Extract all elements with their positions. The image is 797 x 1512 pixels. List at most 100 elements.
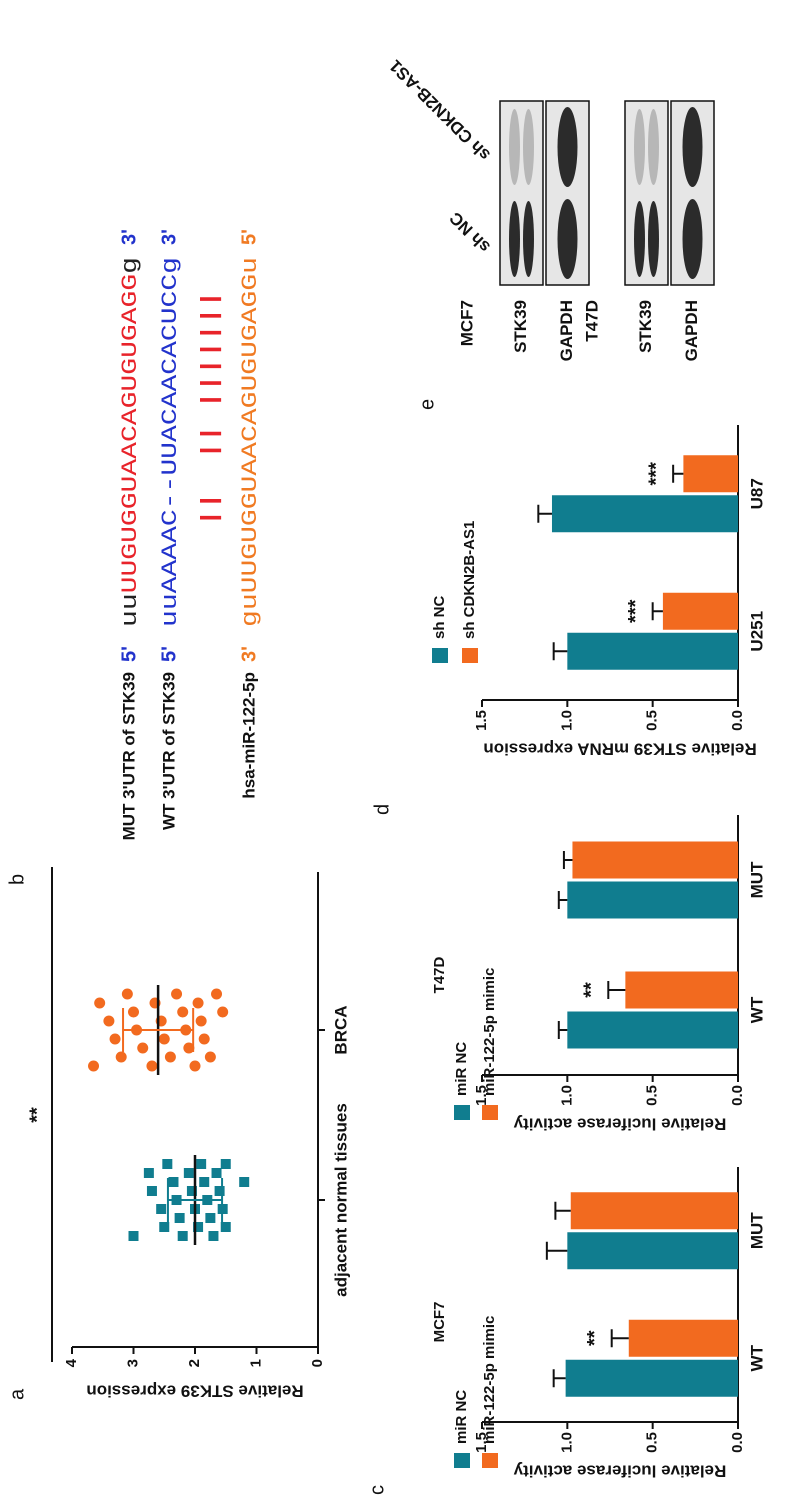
data-point: [121, 988, 133, 1000]
error-bar: [672, 464, 684, 483]
bar: [570, 1192, 738, 1230]
y-tick-label: 1.5: [473, 1085, 490, 1106]
bar: [572, 841, 738, 879]
data-point: [162, 1159, 173, 1169]
error-bar: [610, 1329, 629, 1348]
legend-swatch: [454, 1105, 470, 1120]
blot-band: [557, 199, 578, 279]
data-point: [205, 1213, 216, 1223]
legend-label: sh CDKN2B-AS1: [461, 521, 478, 639]
y-tick-label: 3: [124, 1359, 141, 1367]
y-tick-label: 0.0: [729, 710, 746, 731]
blot-band: [648, 201, 659, 277]
legend-swatch: [482, 1105, 498, 1120]
bar: [567, 1232, 738, 1270]
significance-label: ***: [625, 599, 647, 623]
blot-band: [648, 109, 659, 185]
data-point: [214, 1186, 225, 1196]
sequence-label: MUT 3'UTR of STK39: [119, 672, 138, 840]
x-tick-label: U251: [747, 611, 766, 652]
blot-row-label: GAPDH: [557, 300, 576, 361]
blot-row-label: STK39: [636, 300, 655, 353]
y-tick-label: 0.5: [644, 710, 661, 731]
cell-line-label: MCF7: [457, 300, 476, 346]
legend-swatch: [432, 648, 448, 663]
blot-band: [523, 109, 534, 185]
blot-band: [682, 107, 703, 187]
legend-swatch: [482, 1453, 498, 1468]
data-point: [146, 1186, 157, 1196]
data-point: [137, 1042, 149, 1054]
blot-frame: [545, 100, 590, 286]
error-bar: [607, 981, 626, 999]
x-tick-label: MUT: [747, 861, 766, 898]
bar: [628, 1319, 738, 1357]
data-point: [159, 1222, 170, 1232]
sequence-segment: g: [118, 257, 143, 274]
blot-row-label: STK39: [511, 300, 530, 353]
x-tick-label: BRCA: [331, 1005, 350, 1054]
chart-title: MCF7: [431, 1302, 448, 1343]
bar: [567, 632, 738, 670]
data-point: [177, 1231, 188, 1241]
y-tick-label: 0.5: [644, 1085, 661, 1106]
error-bar: [557, 891, 568, 909]
error-bar: [562, 851, 573, 869]
data-point: [198, 1033, 210, 1045]
sequence: uuAAAAC--UUACAACACUCCg: [158, 257, 183, 627]
error-bar: [545, 1241, 568, 1260]
strand-end: 5': [158, 646, 180, 662]
data-point: [115, 1051, 127, 1063]
lane-label: sh CDKN2B-AS1: [386, 56, 494, 164]
bar: [567, 1011, 738, 1049]
panel-label: a: [6, 1388, 28, 1400]
y-tick-label: 1.0: [558, 1432, 575, 1453]
blot-band: [509, 201, 520, 277]
sd-bar: [122, 1008, 195, 1052]
blot-frame: [670, 100, 715, 286]
data-point: [94, 997, 106, 1009]
bar: [567, 881, 738, 919]
y-axis-label: Relative luciferase activity: [513, 1462, 726, 1481]
blot-band: [557, 107, 578, 187]
chart-title: T47D: [431, 956, 448, 993]
blot-band: [682, 199, 703, 279]
data-point: [156, 1204, 167, 1214]
figure-body: a b c d e 0 1 2 3 4 Relative STK39 expression…: [6, 56, 766, 1495]
sequence-segment: UUGUGGUAACAGUGUGAGG: [118, 274, 143, 594]
legend-label: miR-122-5p mimic: [481, 968, 498, 1096]
legend-label: miR NC: [453, 1390, 470, 1444]
base-pairing: || || |||||||: [198, 257, 223, 627]
data-point: [109, 1033, 121, 1045]
data-point: [192, 997, 204, 1009]
data-point: [196, 1159, 207, 1169]
data-point: [211, 988, 223, 1000]
data-point: [183, 1042, 195, 1054]
sequence-label: WT 3'UTR of STK39: [159, 672, 178, 830]
data-point: [143, 1168, 154, 1178]
panel-label: d: [371, 804, 393, 815]
data-point: [168, 1177, 179, 1187]
strand-end: 3': [238, 646, 260, 662]
data-point: [174, 1213, 185, 1223]
y-tick-label: 0.0: [729, 1085, 746, 1106]
data-point: [211, 1168, 222, 1178]
y-tick-label: 4: [63, 1358, 80, 1367]
strand-end: 3': [118, 229, 140, 245]
y-axis-label: Relative luciferase activity: [513, 1115, 726, 1134]
y-tick-label: 0.0: [729, 1432, 746, 1453]
y-axis-label: Relative STK39 mRNA expression: [483, 740, 756, 759]
y-tick-label: 1.5: [473, 710, 490, 731]
data-point: [88, 1060, 100, 1072]
data-point: [204, 1051, 216, 1063]
sequence-segment: guUUGUGGUAACAGUGUGAGGu: [238, 257, 263, 627]
sequence: uuUUGUGGUAACAGUGUGAGGg: [118, 257, 143, 627]
data-point: [220, 1159, 231, 1169]
error-bar: [554, 1201, 571, 1220]
data-point: [208, 1231, 219, 1241]
cell-line-label: T47D: [582, 300, 601, 342]
legend-label: miR-122-5p mimic: [481, 1316, 498, 1444]
data-point: [128, 1006, 139, 1018]
bar: [551, 495, 738, 533]
